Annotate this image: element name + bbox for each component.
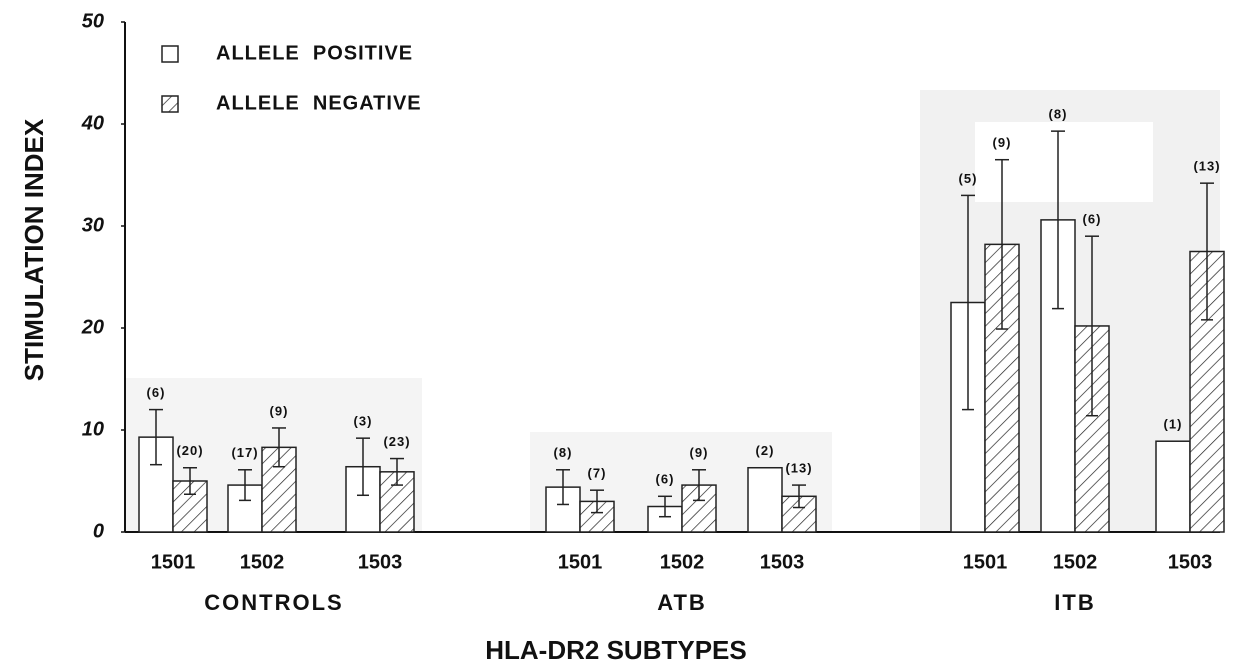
legend-swatch bbox=[161, 95, 179, 113]
legend-label: ALLELE POSITIVE bbox=[216, 42, 413, 64]
legend-swatch bbox=[161, 45, 179, 63]
sample-size-label: (6) bbox=[147, 385, 166, 400]
error-bar bbox=[356, 437, 370, 497]
error-bar bbox=[149, 408, 163, 466]
group-label: ITB bbox=[1054, 590, 1095, 615]
error-bar bbox=[556, 469, 570, 506]
group-label: CONTROLS bbox=[204, 590, 343, 615]
sample-size-label: (6) bbox=[656, 472, 675, 487]
sample-size-label: (5) bbox=[959, 171, 978, 186]
error-bar bbox=[183, 466, 197, 496]
sample-size-label: (8) bbox=[554, 445, 573, 460]
error-bar bbox=[1085, 235, 1099, 417]
sample-size-label: (7) bbox=[588, 466, 607, 481]
y-tick-label: 50 bbox=[82, 10, 104, 32]
y-tick-label: 20 bbox=[81, 316, 104, 338]
sample-size-label: (2) bbox=[756, 443, 775, 458]
bar bbox=[1155, 440, 1191, 533]
error-bar bbox=[390, 457, 404, 486]
x-tick-label: 1503 bbox=[358, 551, 403, 573]
sample-size-label: (3) bbox=[354, 414, 373, 429]
sample-size-label: (6) bbox=[1083, 212, 1102, 227]
sample-size-label: (8) bbox=[1049, 107, 1068, 122]
sample-size-label: (13) bbox=[1193, 159, 1220, 174]
error-bar bbox=[238, 469, 252, 502]
error-bar bbox=[1200, 182, 1214, 321]
x-tick-label: 1501 bbox=[151, 551, 196, 573]
scan-shade bbox=[975, 122, 1153, 202]
x-axis-label: HLA-DR2 SUBTYPES bbox=[485, 635, 746, 665]
sample-size-label: (9) bbox=[690, 445, 709, 460]
sample-size-label: (1) bbox=[1164, 417, 1183, 432]
y-tick-label: 0 bbox=[93, 520, 104, 542]
sample-size-label: (20) bbox=[176, 443, 203, 458]
x-tick-label: 1501 bbox=[558, 551, 603, 573]
sample-size-label: (9) bbox=[270, 403, 289, 418]
group-label: ATB bbox=[657, 590, 707, 615]
x-tick-label: 1502 bbox=[240, 551, 285, 573]
legend-label: ALLELE NEGATIVE bbox=[216, 92, 422, 114]
bar bbox=[747, 466, 783, 533]
error-bar bbox=[995, 158, 1009, 330]
sample-size-label: (9) bbox=[993, 135, 1012, 150]
sample-size-label: (13) bbox=[785, 461, 812, 476]
x-tick-label: 1503 bbox=[760, 551, 805, 573]
x-tick-label: 1502 bbox=[1053, 551, 1098, 573]
error-bar bbox=[658, 495, 672, 518]
x-tick-label: 1501 bbox=[963, 551, 1008, 573]
y-tick-label: 10 bbox=[82, 418, 104, 440]
y-axis-label: STIMULATION INDEX bbox=[19, 118, 49, 381]
error-bar bbox=[792, 484, 806, 509]
bar bbox=[345, 465, 381, 533]
error-bar bbox=[590, 489, 604, 514]
x-tick-label: 1502 bbox=[660, 551, 705, 573]
y-tick-label: 40 bbox=[81, 112, 104, 134]
sample-size-label: (23) bbox=[383, 434, 410, 449]
sample-size-label: (17) bbox=[231, 445, 258, 460]
y-tick-label: 30 bbox=[82, 214, 104, 236]
error-bar bbox=[692, 469, 706, 502]
error-bar bbox=[272, 427, 286, 468]
error-bar bbox=[1051, 130, 1065, 310]
x-tick-label: 1503 bbox=[1168, 551, 1213, 573]
error-bar bbox=[961, 194, 975, 411]
